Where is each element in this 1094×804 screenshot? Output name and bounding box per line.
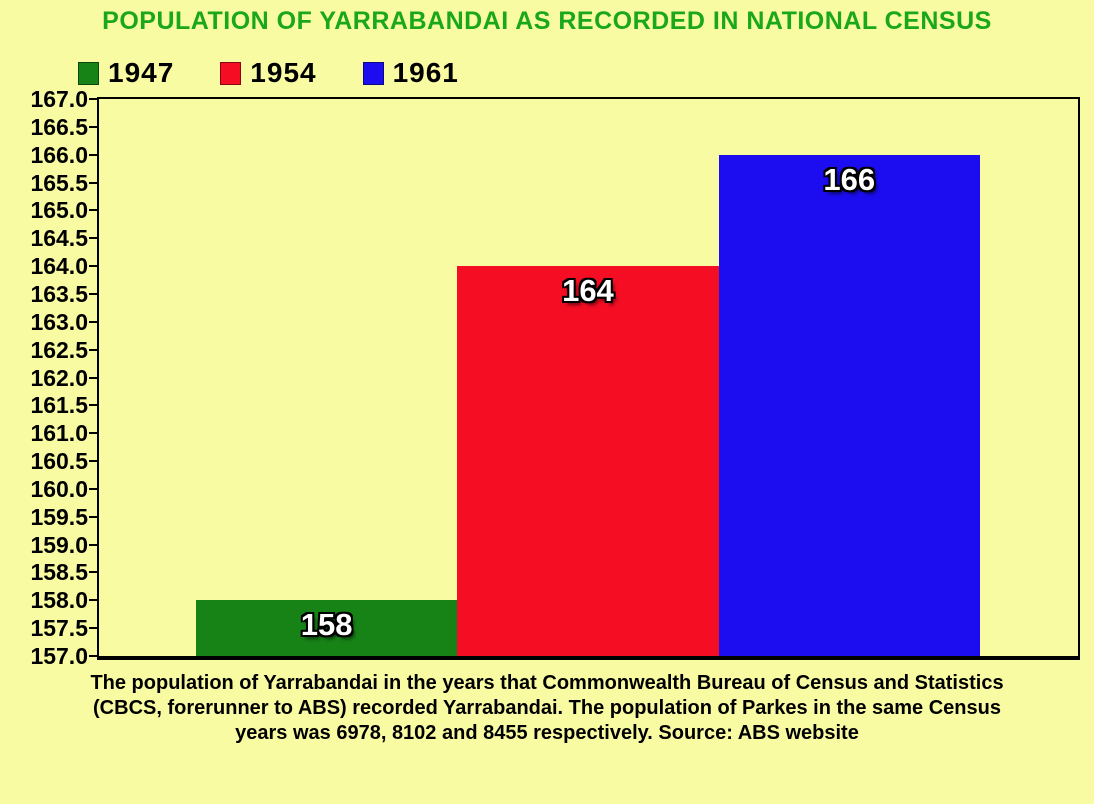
y-tick-mark bbox=[89, 209, 97, 212]
y-tick-mark bbox=[89, 153, 97, 156]
bar-1961: 166 bbox=[718, 154, 980, 656]
y-tick-mark bbox=[89, 599, 97, 602]
y-tick-mark bbox=[89, 98, 97, 100]
y-tick-mark bbox=[89, 404, 97, 407]
chart-title: POPULATION OF YARRABANDAI AS RECORDED IN… bbox=[102, 7, 992, 35]
y-tick-label-157.0: 157.0 bbox=[30, 643, 88, 669]
y-tick-label-160.0: 160.0 bbox=[30, 475, 88, 502]
y-tick-label-165.0: 165.0 bbox=[30, 197, 88, 224]
y-tick-mark bbox=[89, 292, 97, 295]
y-tick-label-157.5: 157.5 bbox=[30, 615, 88, 642]
caption-line-3: years was 6978, 8102 and 8455 respective… bbox=[235, 722, 859, 744]
caption-line-2: (CBCS, forerunner to ABS) recorded Yarra… bbox=[93, 697, 1001, 719]
y-tick-label-165.5: 165.5 bbox=[30, 169, 88, 196]
y-tick-label-161.5: 161.5 bbox=[30, 392, 88, 419]
legend-label-1954: 1954 bbox=[250, 57, 317, 88]
y-tick-mark bbox=[89, 543, 97, 546]
legend-swatch-1947 bbox=[78, 61, 99, 85]
y-tick-mark bbox=[89, 655, 97, 657]
y-tick-mark bbox=[89, 376, 97, 379]
y-tick-label-164.0: 164.0 bbox=[30, 253, 88, 280]
y-tick-label-163.5: 163.5 bbox=[30, 280, 88, 307]
y-tick-label-158.0: 158.0 bbox=[30, 587, 88, 614]
bar-value-label-1954: 164 bbox=[562, 273, 614, 309]
legend-label-1947: 1947 bbox=[108, 57, 175, 88]
y-tick-label-162.5: 162.5 bbox=[30, 336, 88, 363]
caption-line-1: The population of Yarrabandai in the yea… bbox=[90, 672, 1004, 694]
y-tick-label-166.5: 166.5 bbox=[30, 113, 88, 140]
y-tick-label-161.0: 161.0 bbox=[30, 420, 88, 447]
y-tick-label-158.5: 158.5 bbox=[30, 559, 88, 586]
y-tick-label-163.0: 163.0 bbox=[30, 308, 88, 335]
y-tick-mark bbox=[89, 515, 97, 518]
legend-label-1961: 1961 bbox=[392, 57, 459, 88]
y-tick-label-162.0: 162.0 bbox=[30, 364, 88, 391]
y-tick-mark bbox=[89, 181, 97, 184]
y-tick-mark bbox=[89, 627, 97, 630]
legend-item-1947: 1947 bbox=[78, 57, 174, 89]
legend-swatch-1954 bbox=[220, 61, 242, 85]
y-tick-mark bbox=[89, 125, 97, 128]
y-tick-mark bbox=[89, 571, 97, 574]
bar-1947: 158 bbox=[196, 600, 458, 656]
legend-item-1954: 1954 bbox=[220, 57, 316, 89]
y-tick-mark bbox=[89, 265, 97, 268]
plot-area: 158 164 166 bbox=[97, 97, 1080, 660]
y-tick-label-160.5: 160.5 bbox=[30, 448, 88, 475]
y-tick-mark bbox=[89, 432, 97, 435]
y-tick-label-164.5: 164.5 bbox=[30, 225, 88, 252]
y-tick-label-159.5: 159.5 bbox=[30, 503, 88, 530]
y-tick-label-166.0: 166.0 bbox=[30, 141, 88, 168]
y-tick-label-167.0: 167.0 bbox=[30, 86, 88, 112]
y-tick-mark bbox=[89, 487, 97, 490]
y-tick-mark bbox=[89, 460, 97, 463]
bar-value-label-1947: 158 bbox=[300, 607, 353, 643]
y-tick-mark bbox=[89, 237, 97, 240]
y-tick-mark bbox=[89, 320, 97, 323]
legend-item-1961: 1961 bbox=[362, 57, 459, 89]
legend: 1947 1954 1961 bbox=[78, 57, 459, 89]
legend-swatch-1961 bbox=[362, 61, 384, 85]
caption: The population of Yarrabandai in the yea… bbox=[0, 671, 1094, 746]
bar-1954: 164 bbox=[457, 266, 719, 656]
bar-value-label-1961: 166 bbox=[823, 161, 876, 197]
bar-chart: 167.0 166.5 166.0 165.5 165.0 164.5 164.0 163.5… bbox=[0, 87, 1094, 668]
y-tick-mark bbox=[89, 348, 97, 351]
y-tick-label-159.0: 159.0 bbox=[30, 531, 88, 558]
